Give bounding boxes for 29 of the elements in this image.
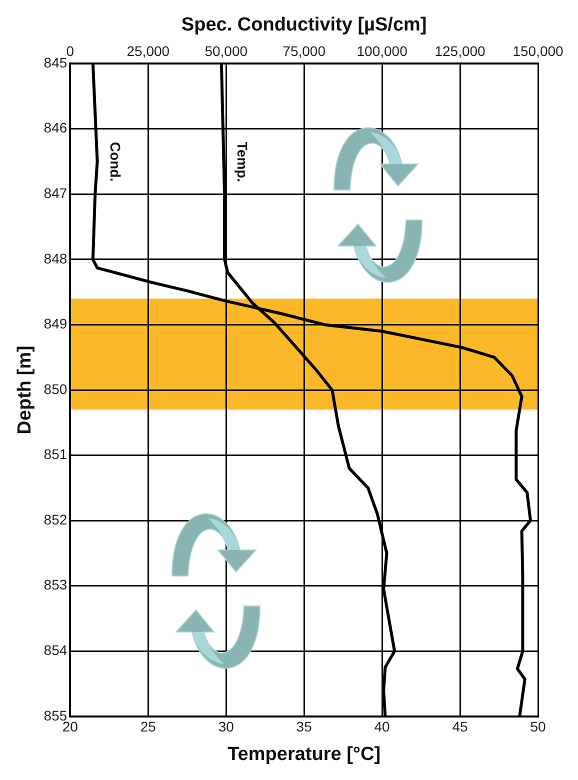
x2-tick-label: 125,000 [434,43,486,60]
y-tick-label: 853 [44,576,68,593]
x-tick-label: 45 [452,718,468,735]
x-tick-label: 25 [140,718,156,735]
x-tick-label: 50 [530,718,546,735]
x2-tick-label: 100,000 [356,43,408,60]
y-axis-title: Depth [m] [14,346,36,434]
x2-tick-label: 50,000 [204,43,248,60]
y-tick-label: 847 [44,185,68,202]
y-tick-label: 852 [44,511,68,528]
x2-axis-title: Spec. Conductivity [µS/cm] [181,14,427,36]
x-tick-label: 35 [296,718,312,735]
text: Cond. [107,142,124,182]
y-tick-label: 849 [44,316,68,332]
x-tick-label: 30 [218,718,234,735]
y-tick-label: 854 [44,642,68,658]
y-tick-label: 855 [44,707,68,724]
y-tick-label: 850 [44,380,68,397]
x-axis-title: Temperature [°C] [228,744,381,765]
text: Temp. [234,142,251,182]
y-tick-label: 848 [44,250,68,266]
y-tick-label: 845 [44,54,68,70]
y-tick-label: 846 [44,120,68,136]
x2-tick-label: 75,000 [282,43,326,60]
x2-tick-label: 0 [66,43,74,60]
y-tick-label: 851 [44,446,68,462]
x-tick-label: 40 [374,718,390,735]
x2-tick-label: 25,000 [126,43,170,60]
x2-tick-label: 150,000 [512,43,564,60]
